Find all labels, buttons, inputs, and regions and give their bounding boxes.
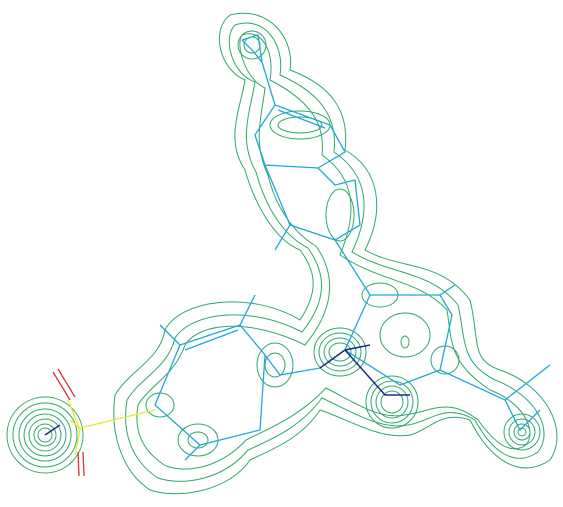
contour (513, 423, 531, 441)
contour (125, 22, 545, 482)
bond (277, 109, 326, 129)
contour (328, 342, 352, 362)
bond (334, 239, 453, 386)
contour (18, 408, 72, 462)
bond (184, 329, 239, 351)
bond (44, 424, 61, 436)
contour (400, 335, 410, 349)
contours (6, 12, 558, 495)
bond (57, 368, 76, 398)
contour (375, 385, 409, 419)
contour (503, 413, 541, 451)
contour (12, 402, 78, 468)
contour (237, 30, 267, 60)
contour (256, 342, 294, 388)
contour (277, 116, 323, 134)
contour (23, 413, 67, 457)
contour (365, 375, 419, 429)
bond (82, 451, 85, 477)
contour (380, 390, 404, 414)
bond (69, 409, 156, 429)
contour (379, 312, 431, 358)
contour (508, 418, 536, 446)
contour (325, 188, 355, 242)
bond (264, 354, 321, 376)
bond (52, 371, 71, 401)
contour (145, 392, 175, 418)
bond (77, 451, 80, 477)
bond (184, 444, 201, 461)
contour (323, 337, 357, 367)
bond (239, 294, 256, 326)
bond (344, 349, 410, 396)
contour (269, 110, 331, 140)
bond (439, 284, 456, 296)
contour (33, 423, 57, 447)
bonds (44, 34, 551, 477)
bond (504, 399, 541, 432)
bond (289, 167, 361, 241)
contour (313, 327, 367, 377)
contour (430, 345, 460, 375)
bond (254, 61, 346, 169)
contour (136, 33, 531, 470)
contour (37, 427, 53, 443)
contour (28, 418, 62, 452)
contour (318, 332, 362, 372)
contour (6, 396, 84, 474)
bond (67, 399, 81, 456)
contour (177, 423, 219, 457)
bond (439, 364, 551, 401)
contour (370, 380, 414, 424)
contour (113, 12, 558, 495)
contour (187, 431, 209, 449)
contour (264, 352, 286, 378)
bond (159, 324, 181, 346)
